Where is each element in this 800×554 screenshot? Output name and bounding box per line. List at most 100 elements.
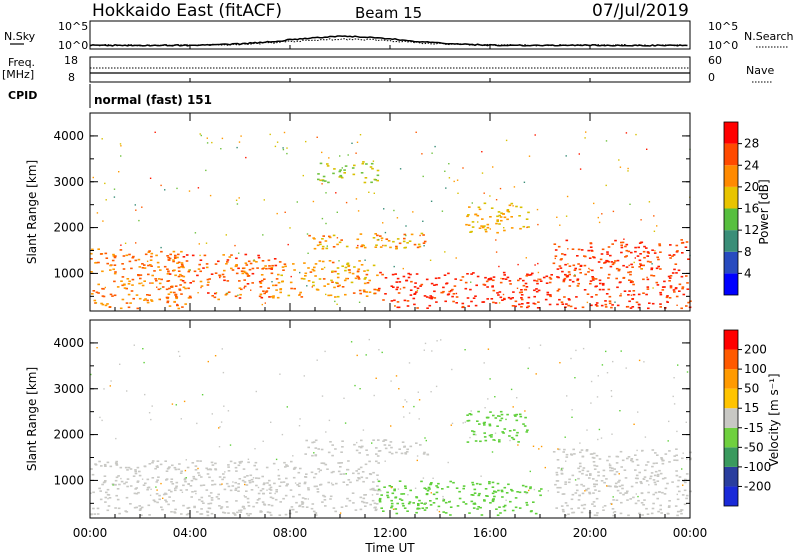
nsearch-tick-top: 10^5 — [708, 20, 738, 33]
data-cell — [90, 373, 92, 376]
data-cell — [206, 511, 210, 513]
data-cell — [336, 267, 340, 269]
data-cell — [435, 385, 438, 388]
data-cell — [167, 256, 170, 259]
data-cell — [538, 278, 542, 281]
data-cell — [536, 208, 539, 211]
data-cell — [148, 463, 152, 465]
data-cell — [281, 433, 284, 436]
data-cell — [154, 131, 156, 133]
data-cell — [432, 502, 436, 504]
data-cell — [283, 131, 286, 134]
data-cell — [335, 281, 338, 284]
data-cell — [238, 141, 241, 143]
data-cell — [479, 483, 482, 486]
data-cell — [625, 266, 629, 268]
data-cell — [316, 244, 320, 247]
data-cell — [685, 275, 688, 277]
data-cell — [146, 488, 149, 491]
data-cell — [214, 355, 217, 357]
data-cell — [97, 248, 100, 250]
data-cell — [598, 221, 601, 224]
data-cell — [539, 344, 542, 346]
data-cell — [474, 295, 477, 297]
data-cell — [180, 418, 182, 420]
data-cell — [466, 273, 469, 275]
data-cell — [363, 282, 367, 285]
data-cell — [347, 264, 351, 267]
data-cell — [509, 298, 513, 300]
data-cell — [241, 272, 245, 275]
data-cell — [630, 294, 633, 296]
data-cell — [680, 239, 683, 241]
data-cell — [678, 290, 681, 292]
data-cell — [297, 471, 301, 474]
data-cell — [376, 493, 379, 495]
data-cell — [338, 241, 342, 244]
data-cell — [234, 514, 237, 516]
data-cell — [209, 194, 212, 197]
data-cell — [223, 512, 227, 514]
data-cell — [669, 286, 673, 289]
data-cell — [425, 439, 427, 442]
data-cell — [358, 445, 361, 448]
data-cell — [524, 410, 526, 412]
data-cell — [400, 452, 404, 455]
data-cell — [373, 292, 377, 295]
data-cell — [105, 199, 107, 201]
data-cell — [185, 477, 187, 479]
data-cell — [219, 276, 221, 279]
data-cell — [259, 489, 263, 492]
data-cell — [174, 294, 178, 296]
data-cell — [329, 294, 333, 297]
data-cell — [449, 506, 453, 508]
data-cell — [244, 262, 248, 264]
data-cell — [268, 511, 272, 514]
data-cell — [123, 284, 126, 286]
data-cell — [222, 511, 225, 514]
data-cell — [279, 288, 282, 291]
data-cell — [524, 282, 528, 285]
data-cell — [599, 258, 603, 261]
data-cell — [514, 415, 517, 417]
data-cell — [499, 419, 502, 422]
data-cell — [671, 481, 674, 483]
data-cell — [150, 300, 154, 302]
data-cell — [629, 203, 631, 205]
data-cell — [619, 410, 621, 412]
data-cell — [348, 499, 352, 502]
data-cell — [95, 291, 99, 294]
data-cell — [664, 453, 668, 455]
data-cell — [629, 307, 633, 309]
data-cell — [200, 513, 204, 515]
data-cell — [377, 489, 380, 492]
data-cell — [401, 502, 405, 505]
data-cell — [323, 266, 326, 269]
data-cell — [254, 461, 258, 464]
data-cell — [580, 511, 584, 514]
data-cell — [651, 263, 653, 265]
data-cell — [143, 361, 145, 364]
data-cell — [317, 173, 320, 175]
data-cell — [660, 512, 663, 514]
data-cell — [108, 497, 112, 499]
data-cell — [567, 298, 571, 300]
data-cell — [462, 487, 465, 490]
data-cell — [643, 499, 646, 501]
data-cell — [495, 239, 497, 241]
data-cell — [327, 481, 330, 484]
data-cell — [261, 501, 265, 503]
data-cell — [225, 234, 227, 236]
data-cell — [273, 482, 276, 485]
data-cell — [131, 256, 135, 259]
data-cell — [622, 276, 626, 279]
data-cell — [379, 246, 383, 248]
data-cell — [637, 246, 640, 249]
data-cell — [398, 448, 401, 450]
data-cell — [176, 303, 178, 306]
data-cell — [148, 412, 151, 414]
data-cell — [593, 468, 597, 470]
data-cell — [151, 460, 155, 462]
data-cell — [369, 488, 373, 491]
data-cell — [642, 278, 645, 281]
